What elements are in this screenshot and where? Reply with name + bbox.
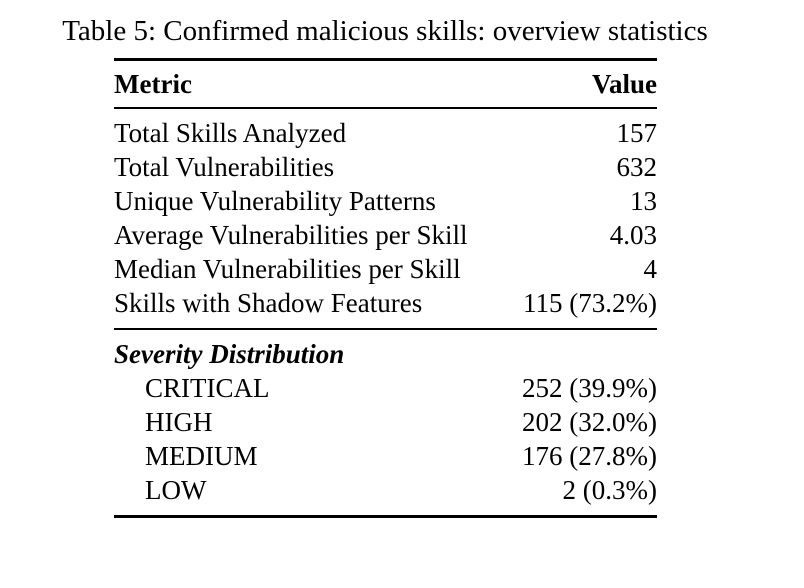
- table-row: Unique Vulnerability Patterns 13: [114, 184, 657, 218]
- metric-cell: Unique Vulnerability Patterns: [114, 186, 436, 216]
- column-header-metric: Metric: [114, 69, 192, 99]
- header-rule: [114, 107, 657, 109]
- table-row: HIGH 202 (32.0%): [114, 405, 657, 439]
- metric-cell: CRITICAL: [145, 373, 270, 403]
- table-row: Total Vulnerabilities 632: [114, 150, 657, 184]
- metric-cell: Total Vulnerabilities: [114, 152, 335, 182]
- table-bottom-rule: [114, 515, 657, 518]
- table-row: Skills with Shadow Features 115 (73.2%): [114, 286, 657, 320]
- metric-cell: Average Vulnerabilities per Skill: [114, 220, 468, 250]
- value-cell: 202 (32.0%): [522, 407, 657, 437]
- value-cell: 4: [643, 254, 658, 284]
- mid-rule: [114, 328, 657, 330]
- column-header-value: Value: [591, 69, 657, 99]
- value-cell: 4.03: [609, 220, 657, 250]
- metric-cell: HIGH: [145, 407, 213, 437]
- stats-table: Metric Value Total Skills Analyzed 157 T…: [114, 58, 657, 518]
- metric-cell: LOW: [145, 475, 207, 505]
- table-header-row: Metric Value: [114, 61, 657, 107]
- metric-cell: Median Vulnerabilities per Skill: [114, 254, 461, 284]
- table-row: Total Skills Analyzed 157: [114, 116, 657, 150]
- value-cell: 157: [616, 118, 658, 148]
- severity-section: Severity Distribution CRITICAL 252 (39.9…: [114, 330, 657, 515]
- value-cell: 252 (39.9%): [522, 373, 657, 403]
- value-cell: 115 (73.2%): [523, 288, 657, 318]
- value-cell: 176 (27.8%): [522, 441, 657, 471]
- table-row: LOW 2 (0.3%): [114, 473, 657, 507]
- overview-section: Total Skills Analyzed 157 Total Vulnerab…: [114, 109, 657, 328]
- section-header: Severity Distribution: [114, 339, 345, 369]
- metric-cell: Total Skills Analyzed: [114, 118, 347, 148]
- value-cell: 632: [616, 152, 658, 182]
- table-caption: Table 5: Confirmed malicious skills: ove…: [62, 15, 708, 47]
- table-row: Median Vulnerabilities per Skill 4: [114, 252, 657, 286]
- value-cell: 2 (0.3%): [562, 475, 657, 505]
- table-row: MEDIUM 176 (27.8%): [114, 439, 657, 473]
- table-row: Average Vulnerabilities per Skill 4.03: [114, 218, 657, 252]
- table-top-rule: [114, 58, 657, 61]
- metric-cell: MEDIUM: [145, 441, 258, 471]
- metric-cell: Skills with Shadow Features: [114, 288, 423, 318]
- table-row: CRITICAL 252 (39.9%): [114, 371, 657, 405]
- value-cell: 13: [630, 186, 657, 216]
